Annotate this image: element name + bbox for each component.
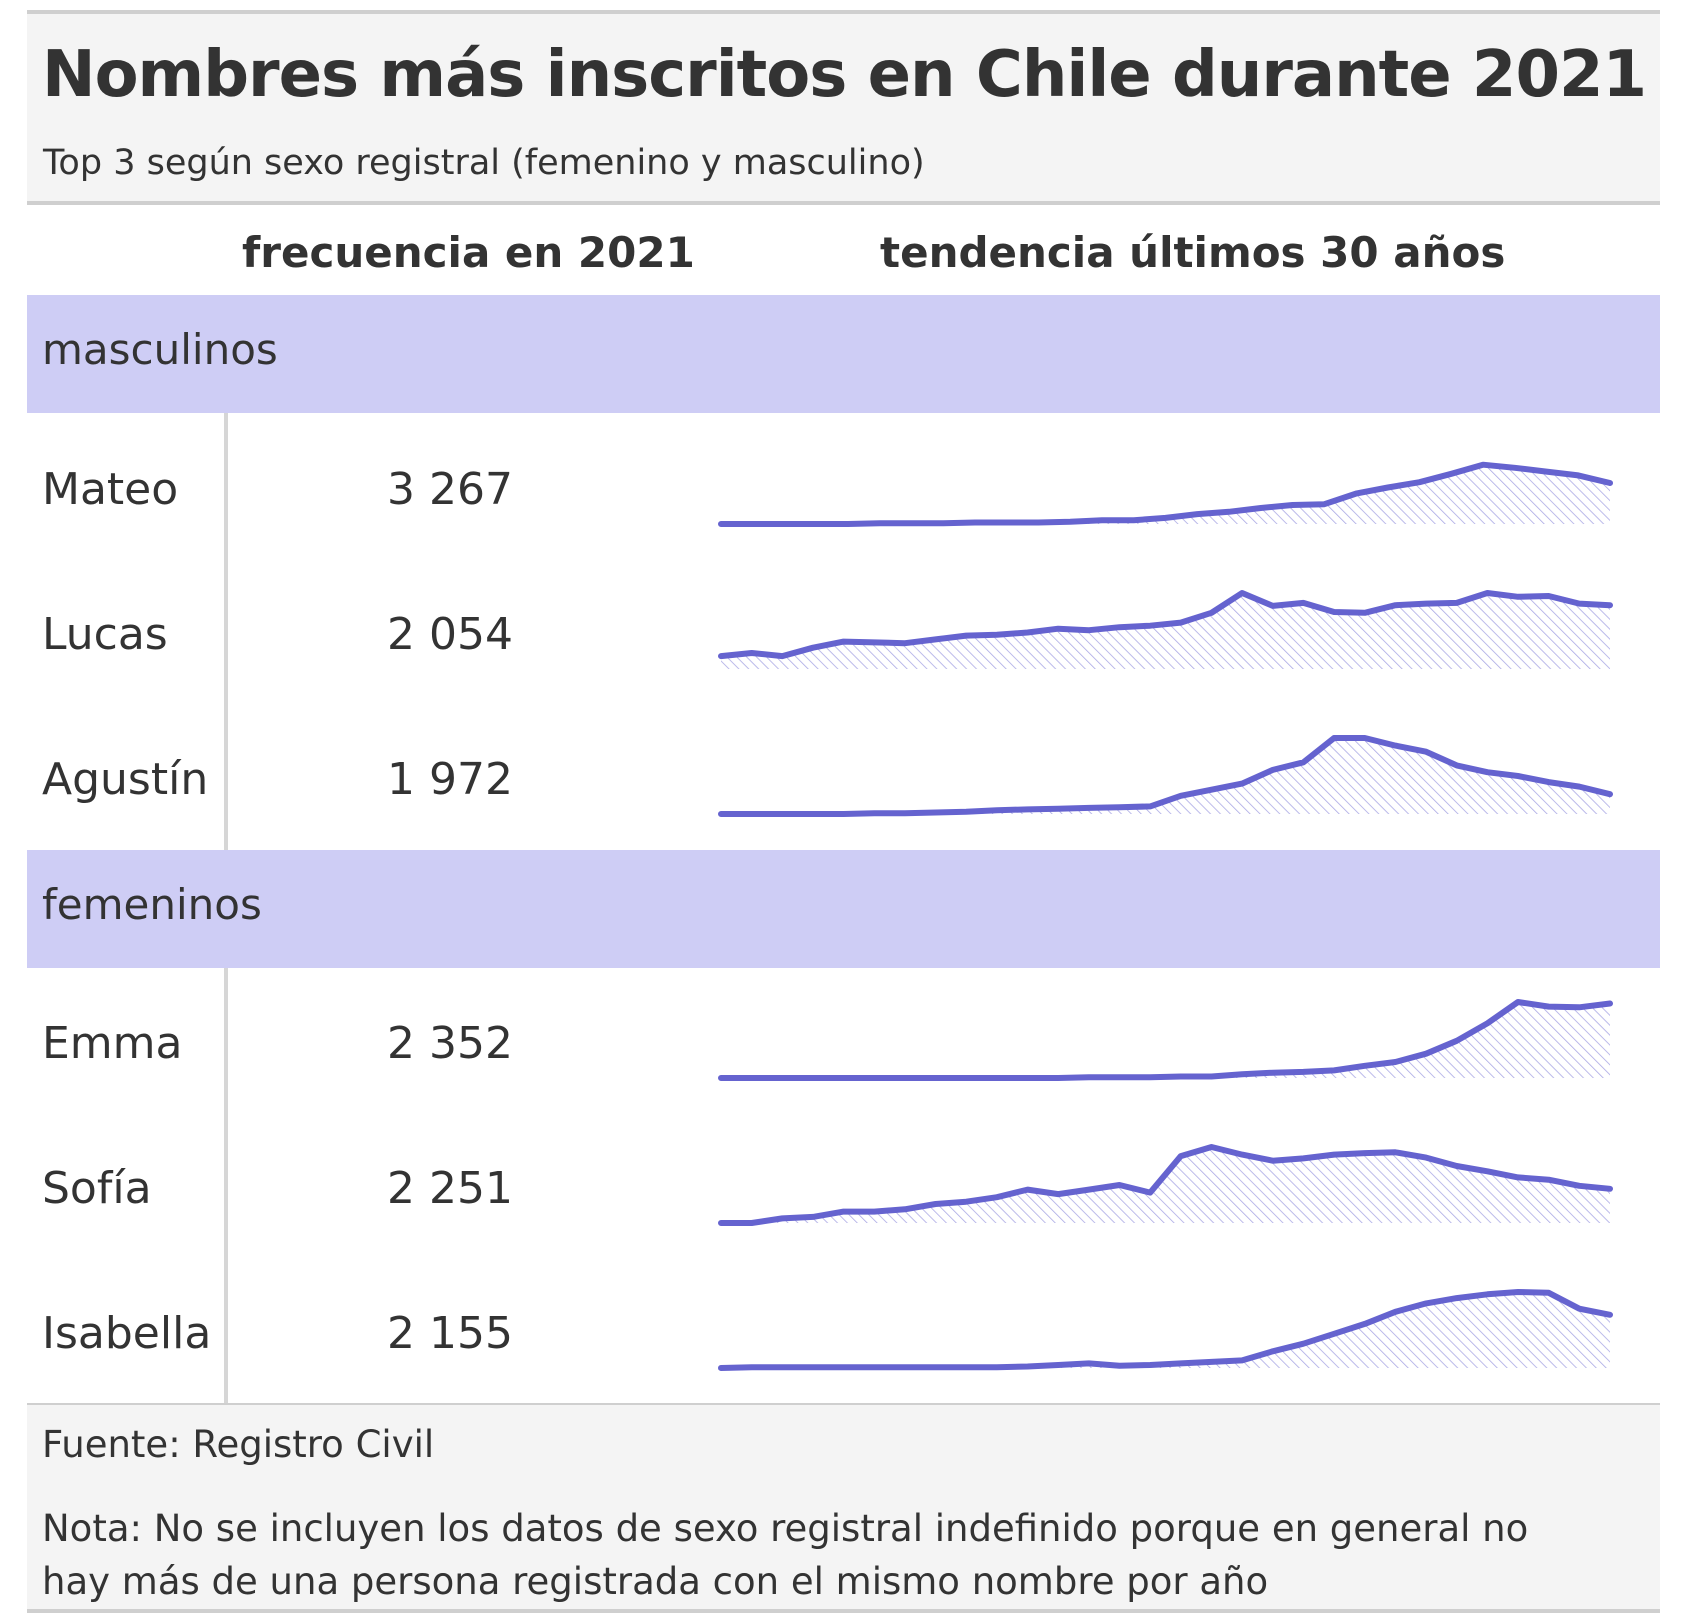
sparkline-isabella (718, 1289, 1613, 1371)
trend-column-header: tendencia últimos 30 años (880, 228, 1506, 277)
sparkline-lucas (718, 590, 1613, 660)
header-band (27, 14, 1660, 203)
sparkline-emma (718, 999, 1613, 1081)
row-value: 2 155 (387, 1308, 513, 1359)
sparkline-sofía (718, 1144, 1613, 1226)
sparkline-area-mateo (721, 464, 1610, 524)
bottom-rule (27, 1609, 1660, 1613)
top-rule (27, 10, 1660, 14)
row-divider-femeninos (224, 968, 228, 1406)
chart-subtitle: Top 3 según sexo registral (femenino y m… (43, 143, 925, 183)
sparkline-agustín (718, 735, 1613, 817)
chart-title: Nombres más inscritos en Chile durante 2… (42, 38, 1647, 112)
row-name: Sofía (42, 1163, 152, 1214)
sparkline-mateo (718, 461, 1613, 527)
group-band-masculinos: masculinos (27, 295, 1660, 413)
frequency-column-header: frecuencia en 2021 (242, 228, 695, 277)
footnote: Nota: No se incluyen los datos de sexo r… (42, 1507, 1529, 1603)
row-value: 2 352 (387, 1018, 513, 1069)
row-value: 2 054 (387, 609, 513, 660)
row-name: Mateo (42, 464, 179, 515)
sparkline-area-isabella (721, 1292, 1610, 1368)
group-label-femeninos: femeninos (42, 880, 262, 929)
sparkline-area-lucas (721, 593, 1610, 669)
row-value: 2 251 (387, 1163, 513, 1214)
sparkline-area-agustín (721, 738, 1610, 814)
source-note: Fuente: Registro Civil (42, 1423, 435, 1466)
row-name: Emma (42, 1018, 183, 1069)
header-rule (27, 201, 1660, 205)
group-label-masculinos: masculinos (42, 325, 278, 374)
row-value: 3 267 (387, 464, 513, 515)
row-name: Agustín (42, 754, 209, 805)
row-divider-masculinos (224, 413, 228, 851)
row-name: Lucas (42, 609, 168, 660)
row-value: 1 972 (387, 754, 513, 805)
sparkline-area-emma (721, 1002, 1610, 1078)
row-name: Isabella (42, 1308, 212, 1359)
footer-band (27, 1405, 1660, 1610)
group-band-femeninos: femeninos (27, 850, 1660, 968)
